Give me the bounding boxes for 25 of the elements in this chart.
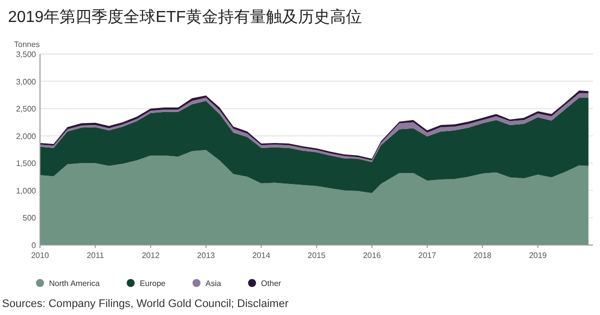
y-tick-label: 2,500 xyxy=(16,104,37,114)
legend-label: Other xyxy=(261,279,282,288)
y-tick-label: 2,000 xyxy=(16,132,37,141)
x-tick-label: 2012 xyxy=(142,251,160,260)
chart-title: 2019年第四季度全球ETF黄金持有量触及历史高位 xyxy=(8,8,362,26)
x-tick-label: 2016 xyxy=(362,251,382,260)
legend-label: Asia xyxy=(205,279,222,288)
x-tick-label: 2019 xyxy=(528,251,548,260)
y-tick-label: 3,000 xyxy=(16,77,37,86)
source-note: Sources: Company Filings, World Gold Council; Disclaimer xyxy=(2,298,289,310)
x-tick-label: 2013 xyxy=(197,251,216,260)
x-tick-label: 2014 xyxy=(252,251,271,260)
y-tick-label: 3,500 xyxy=(16,50,37,59)
y-tick-label: 1,000 xyxy=(16,186,37,196)
legend-label: North America xyxy=(49,279,100,288)
legend-label: Europe xyxy=(140,279,166,288)
x-tick-label: 2011 xyxy=(86,251,104,260)
y-tick-label: 500 xyxy=(22,214,37,223)
y-axis-title: Tonnes xyxy=(14,40,40,49)
y-tick-label: 0 xyxy=(32,241,37,250)
x-tick-label: 2018 xyxy=(474,251,492,260)
x-tick-label: 2015 xyxy=(308,251,326,260)
x-tick-label: 2017 xyxy=(418,251,437,260)
x-tick-label: 2010 xyxy=(31,251,50,260)
y-tick-label: 1,500 xyxy=(16,159,37,168)
